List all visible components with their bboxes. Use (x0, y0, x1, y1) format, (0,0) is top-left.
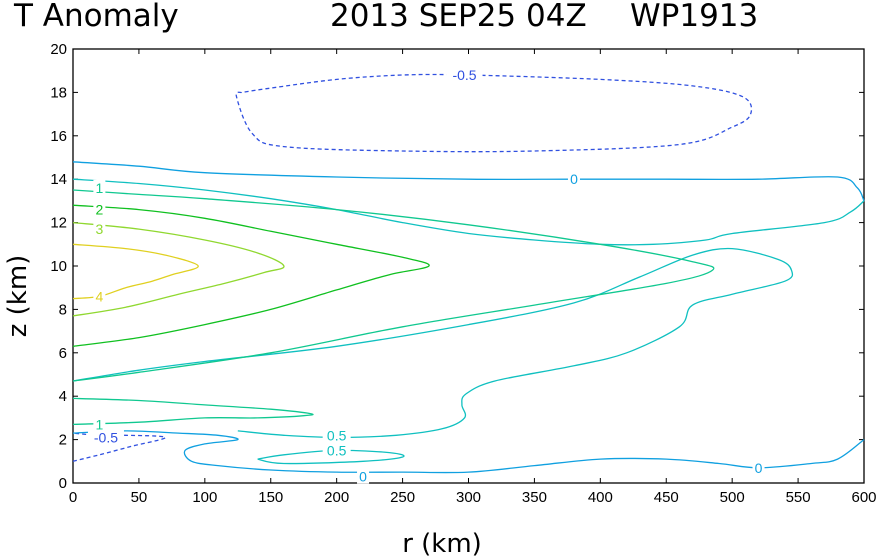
y-axis-label: z (km) (3, 255, 33, 338)
x-tick-label: 600 (851, 489, 876, 506)
y-tick-label: 0 (59, 475, 67, 492)
x-tick-label: 500 (720, 489, 745, 506)
y-tick-label: 10 (50, 258, 67, 275)
contour-label: 3 (95, 221, 103, 237)
contour-label-bg (93, 221, 106, 237)
x-axis-label: r (km) (402, 529, 482, 559)
contour-label: 1 (95, 416, 103, 432)
y-tick-label: 20 (50, 41, 67, 58)
contour-line (72, 397, 314, 426)
contour-line (257, 449, 405, 465)
contour-line (72, 243, 199, 300)
contour-label: 2 (95, 202, 103, 218)
x-tick-label: 400 (588, 489, 613, 506)
contour-label-bg (93, 416, 106, 432)
contour-label: 1 (95, 180, 103, 196)
y-tick-label: 2 (59, 432, 67, 449)
contour-line (72, 161, 865, 202)
contour-line (72, 430, 865, 474)
contour-label-bg (87, 429, 124, 445)
y-tick-label: 4 (59, 388, 67, 405)
plot-frame (72, 48, 865, 484)
y-tick-label: 8 (59, 301, 67, 318)
contour-line (72, 247, 794, 439)
contour-label: 0 (755, 460, 763, 476)
x-tick-label: 200 (324, 489, 349, 506)
contour-label-bg (446, 67, 483, 83)
y-tick-label: 14 (50, 171, 67, 188)
y-tick-label: 12 (50, 215, 67, 232)
contour-label: 0 (570, 171, 578, 187)
contour-label: 0.5 (327, 442, 347, 458)
contour-label: -0.5 (452, 67, 476, 83)
x-tick-label: 250 (390, 489, 415, 506)
contour-label-bg (357, 468, 370, 484)
contour-line (235, 73, 753, 153)
contour-lines (72, 73, 865, 474)
contour-label: 4 (95, 288, 103, 304)
axis-ticks: 0 50 100 150 200 250 300 350 400 450 500 550 6000246… (50, 41, 876, 506)
chart-title: T Anomaly (13, 0, 179, 34)
y-tick-label: 18 (50, 84, 67, 101)
x-tick-label: 150 (258, 489, 283, 506)
x-tick-label: 350 (522, 489, 547, 506)
y-tick-label: 6 (59, 345, 67, 362)
x-tick-label: 50 (131, 489, 148, 506)
contour-label-bg (93, 288, 106, 304)
x-tick-label: 300 (456, 489, 481, 506)
contour-label-bg (93, 179, 106, 195)
contour-label-bg (752, 459, 765, 475)
contour-label-bg (567, 171, 580, 187)
contour-label-bg (322, 427, 351, 443)
contour-label-bg (322, 442, 351, 458)
x-tick-label: 100 (192, 489, 217, 506)
contour-label: 0.5 (327, 427, 347, 443)
contour-line (72, 178, 865, 246)
x-tick-label: 550 (786, 489, 811, 506)
contour-line (72, 204, 430, 347)
y-tick-label: 16 (50, 128, 67, 145)
contour-line (72, 189, 715, 382)
contour-line (72, 221, 285, 317)
storm-id: WP1913 (630, 0, 758, 34)
contour-label-bg (93, 201, 106, 217)
contour-label: 0 (359, 468, 367, 484)
chart-date: 2013 SEP25 04Z (330, 0, 587, 34)
contour-label: -0.5 (94, 429, 118, 445)
x-tick-label: 0 (69, 489, 77, 506)
x-tick-label: 450 (654, 489, 679, 506)
